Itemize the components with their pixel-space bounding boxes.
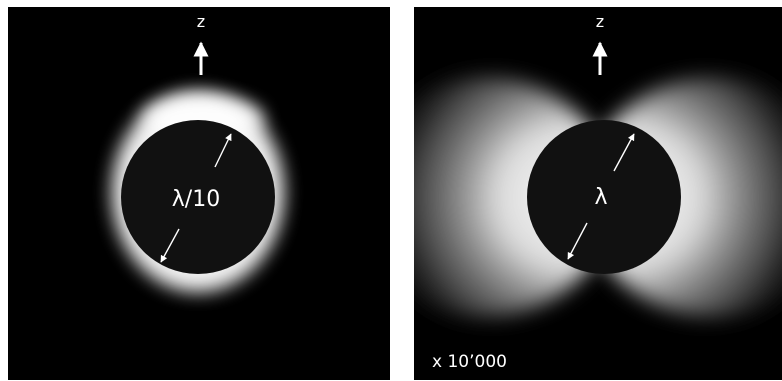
left-diameter-label: λ/10 (172, 187, 220, 212)
right-z-label: z (596, 12, 604, 31)
left-panel-canvas: z λ/10 (112, 12, 284, 292)
right-diameter-label: λ (594, 185, 607, 210)
left-z-label: z (197, 12, 205, 31)
left-diameter-arrow-upper (214, 133, 232, 168)
right-diameter-arrow-lower (567, 222, 588, 260)
left-diameter-arrow-lower (160, 228, 180, 263)
right-panel-canvas: z λ (414, 12, 782, 317)
scale-factor-label: x 10’000 (432, 352, 507, 372)
right-diameter-arrow-upper (613, 133, 635, 172)
left-sphere (121, 120, 275, 274)
right-sphere (527, 120, 681, 274)
right-panel: z λ x 10’000 (414, 7, 782, 380)
left-panel: z λ/10 (8, 7, 390, 380)
